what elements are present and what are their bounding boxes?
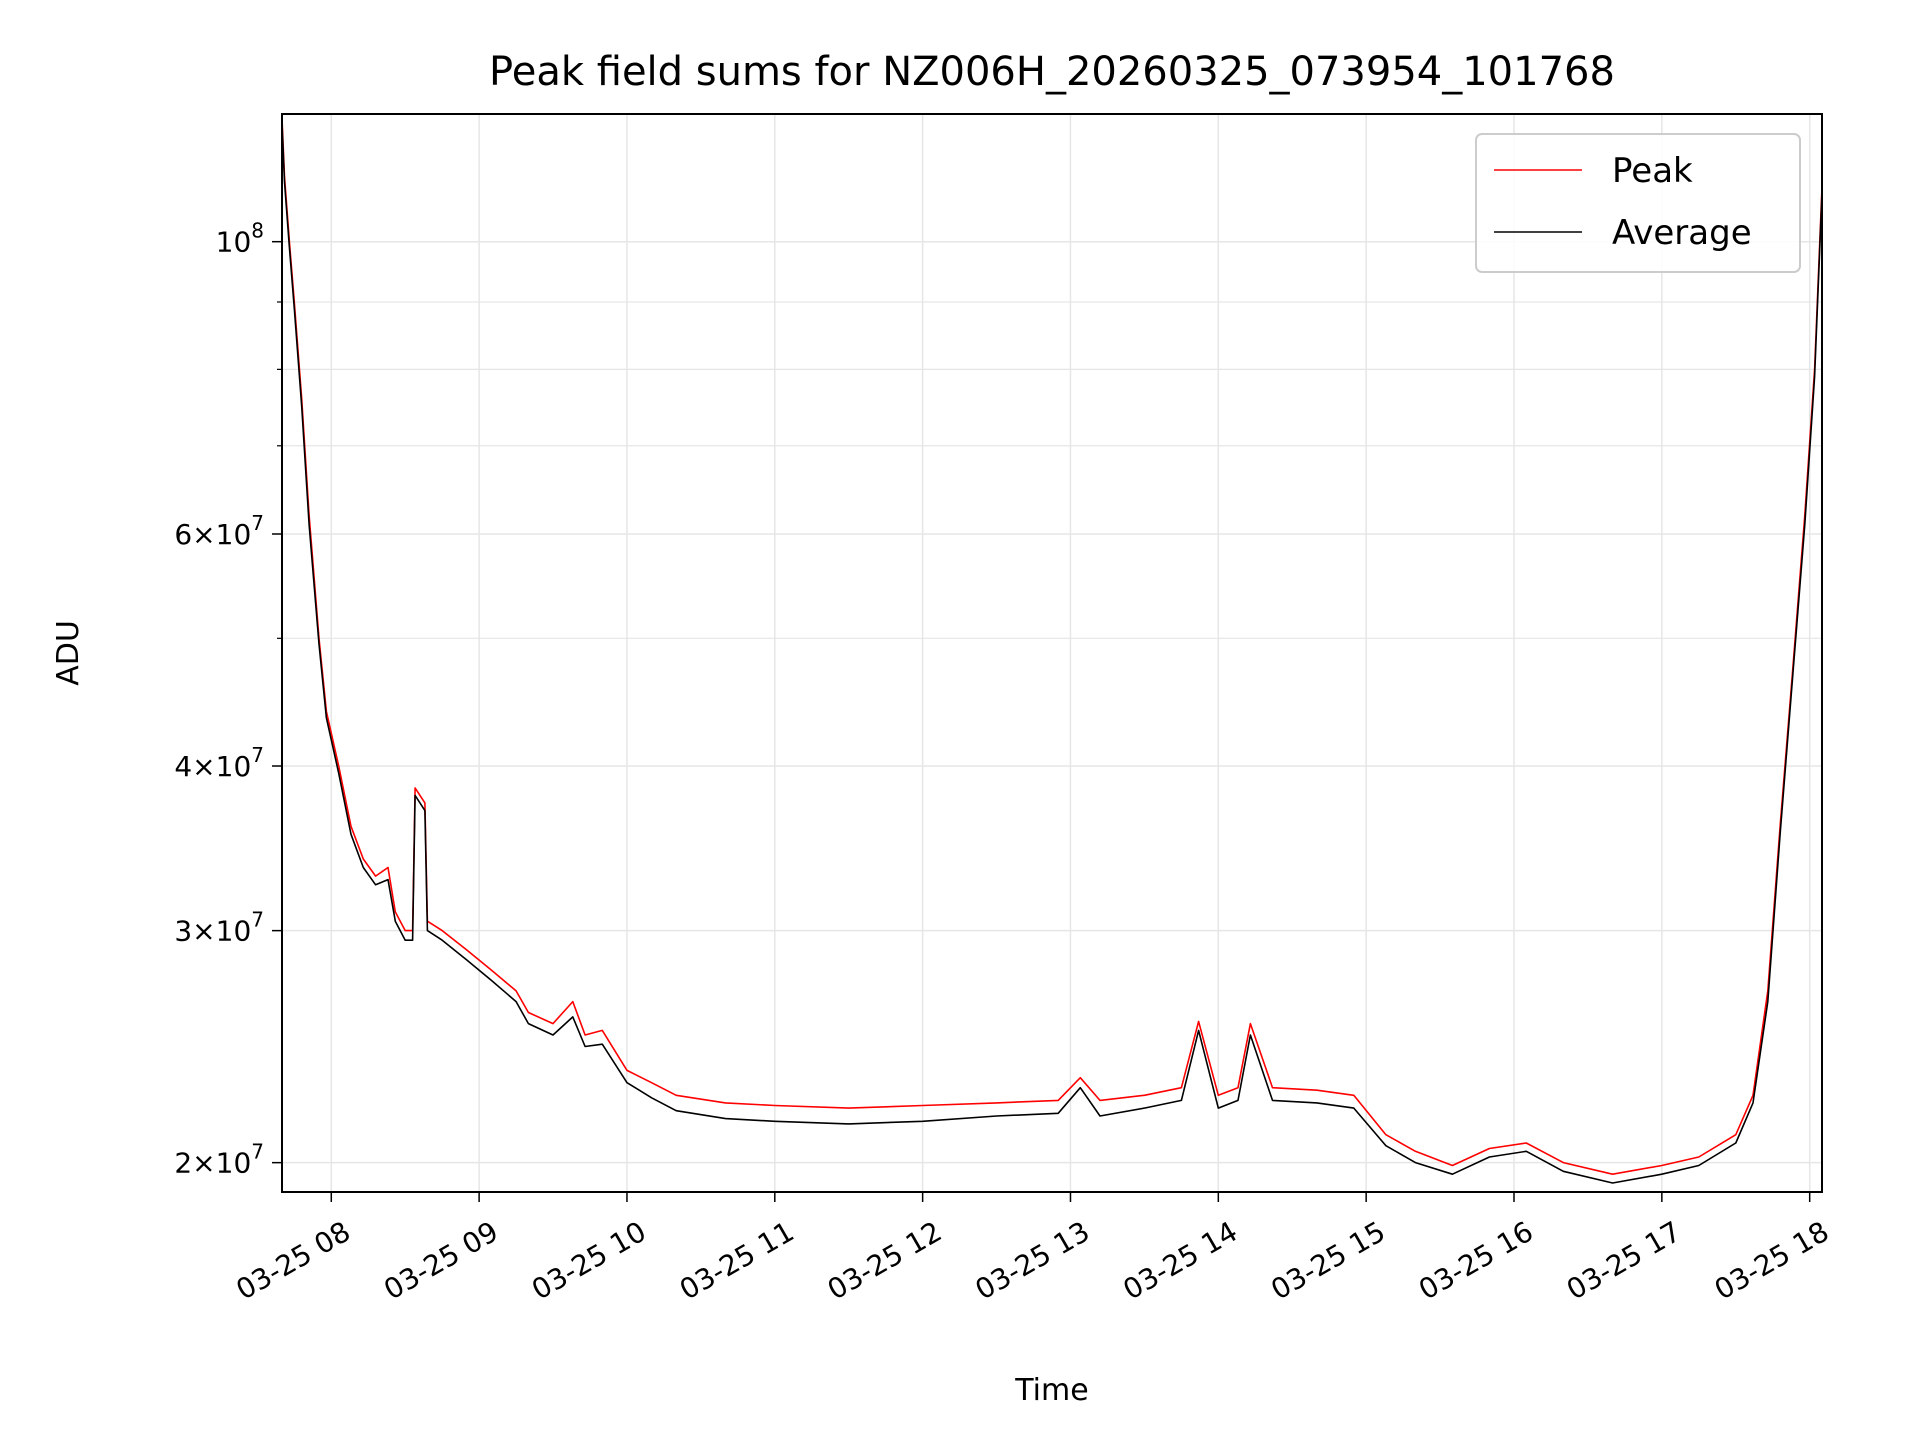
y-tick-label: 4×107 — [174, 743, 264, 783]
y-tick-exponent: 8 — [251, 219, 264, 243]
legend-label-average: Average — [1612, 213, 1752, 253]
y-tick-times: × — [192, 750, 215, 783]
y-tick-exponent: 7 — [251, 1140, 264, 1164]
series-layer — [282, 118, 1822, 1184]
y-tick-times: × — [192, 915, 215, 948]
y-tick-label: 6×107 — [174, 511, 264, 551]
y-tick-label: 108 — [216, 219, 264, 259]
y-tick-mantissa: 6 — [174, 518, 192, 551]
chart-title: Peak field sums for NZ006H_20260325_0739… — [489, 49, 1615, 95]
y-tick-exponent: 7 — [251, 743, 264, 767]
y-tick-label: 2×107 — [174, 1140, 264, 1180]
legend: Peak Average — [1475, 133, 1801, 273]
x-axis-title: Time — [1014, 1373, 1088, 1408]
y-tick-mantissa: 2 — [174, 1147, 192, 1180]
series-line-average — [282, 123, 1822, 1184]
y-axis-title: ADU — [51, 620, 86, 686]
y-tick-label: 3×107 — [174, 908, 264, 948]
y-tick-times: × — [192, 518, 215, 551]
y-tick-times: × — [192, 1147, 215, 1180]
y-tick-exponent: 7 — [251, 511, 264, 535]
plot-frame — [281, 113, 1823, 1193]
y-tick-mantissa: 3 — [174, 915, 192, 948]
y-tick-base: 10 — [216, 915, 252, 948]
y-tick-base: 10 — [216, 1147, 252, 1180]
y-tick-base: 10 — [216, 226, 252, 259]
y-tick-base: 10 — [216, 750, 252, 783]
legend-label-peak: Peak — [1612, 151, 1693, 191]
y-tick-mantissa: 4 — [174, 750, 192, 783]
y-tick-base: 10 — [216, 518, 252, 551]
y-tick-exponent: 7 — [251, 908, 264, 932]
legend-box — [1475, 133, 1801, 273]
series-line-peak — [282, 118, 1822, 1175]
grid — [282, 114, 1822, 1192]
